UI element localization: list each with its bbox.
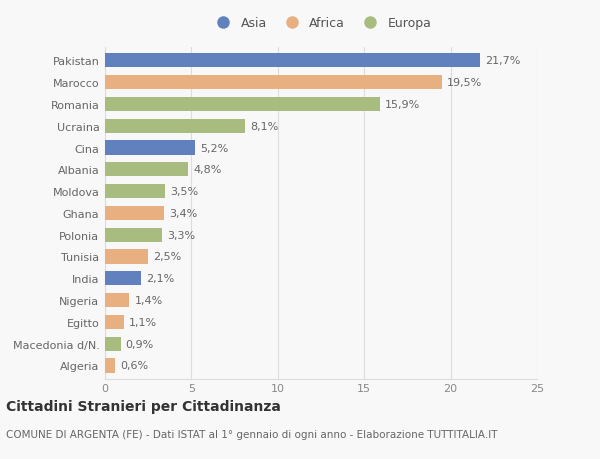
Text: 5,2%: 5,2% xyxy=(200,143,228,153)
Bar xyxy=(105,207,164,220)
Text: 4,8%: 4,8% xyxy=(193,165,221,175)
Bar xyxy=(105,337,121,351)
Text: 1,1%: 1,1% xyxy=(129,317,157,327)
Legend: Asia, Africa, Europa: Asia, Africa, Europa xyxy=(205,12,437,35)
Bar xyxy=(105,119,245,134)
Text: 15,9%: 15,9% xyxy=(385,100,420,110)
Bar xyxy=(105,228,162,242)
Bar xyxy=(105,293,129,308)
Text: 1,4%: 1,4% xyxy=(134,296,163,305)
Text: Cittadini Stranieri per Cittadinanza: Cittadini Stranieri per Cittadinanza xyxy=(6,399,281,413)
Text: 3,3%: 3,3% xyxy=(167,230,196,240)
Bar xyxy=(105,358,115,373)
Text: 0,9%: 0,9% xyxy=(126,339,154,349)
Text: 3,4%: 3,4% xyxy=(169,208,197,218)
Text: 2,5%: 2,5% xyxy=(154,252,182,262)
Bar xyxy=(105,54,480,68)
Bar xyxy=(105,98,380,112)
Text: COMUNE DI ARGENTA (FE) - Dati ISTAT al 1° gennaio di ogni anno - Elaborazione TU: COMUNE DI ARGENTA (FE) - Dati ISTAT al 1… xyxy=(6,429,497,439)
Text: 3,5%: 3,5% xyxy=(170,187,199,197)
Text: 0,6%: 0,6% xyxy=(121,361,149,370)
Bar xyxy=(105,185,166,199)
Text: 8,1%: 8,1% xyxy=(250,122,278,131)
Text: 19,5%: 19,5% xyxy=(447,78,482,88)
Bar xyxy=(105,141,195,155)
Bar xyxy=(105,315,124,329)
Text: 2,1%: 2,1% xyxy=(146,274,175,284)
Bar xyxy=(105,76,442,90)
Text: 21,7%: 21,7% xyxy=(485,56,521,66)
Bar xyxy=(105,163,188,177)
Bar xyxy=(105,272,141,285)
Bar xyxy=(105,250,148,264)
